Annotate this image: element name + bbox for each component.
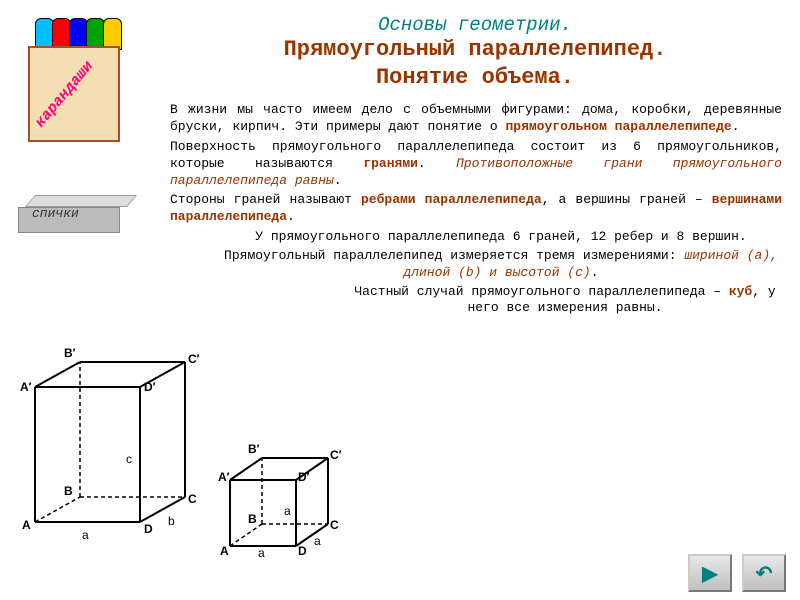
cv-D: D [298,544,307,558]
p2b: гранями [363,156,418,171]
cdim-a3: a [284,504,291,518]
v-C: C [188,492,197,506]
v-A: A [22,518,31,532]
cv-Bp: B′ [248,442,260,456]
dim-a: a [82,528,89,542]
v-Cp: C′ [188,352,200,366]
p3a: Стороны граней называют [170,192,361,207]
cv-B: B [248,512,257,526]
cdim-a2: a [314,534,321,548]
v-Dp: D′ [144,380,156,394]
cv-A: A [220,544,229,558]
cv-C: C [330,518,339,532]
dim-c: c [126,452,132,466]
p4: У прямоугольного параллелепипеда 6 гране… [220,229,782,245]
cuboid-diagram: A D C B A′ D′ C′ B′ a b c [20,332,210,542]
v-D: D [144,522,153,536]
body-text-middle: У прямоугольного параллелепипеда 6 гране… [0,229,800,281]
body-text-lower: Частный случай прямоугольного параллелеп… [0,284,800,317]
nav-buttons: ▶ ↶ [688,554,786,592]
cuboid-svg [20,332,210,542]
cdim-a1: a [258,546,265,560]
pencil-box-illustration: карандаши [28,18,128,138]
p5a: Прямоугольный параллелепипед измеряется … [224,248,684,263]
title-line1: Прямоугольный параллелепипед. [170,36,780,64]
v-Bp: B′ [64,346,76,360]
dim-b: b [168,514,175,528]
cube-diagram: A D C B A′ D′ C′ B′ a a a [218,418,338,558]
p6b: куб [729,284,752,299]
matchbox-illustration: спички [18,195,133,231]
cv-Ap: A′ [218,470,230,484]
v-B: B [64,484,73,498]
p6a: Частный случай прямоугольного параллелеп… [354,284,728,299]
p3c: , а вершины граней – [542,192,712,207]
matchbox-label: спички [32,206,79,221]
next-button[interactable]: ▶ [688,554,732,592]
title-subtitle: Основы геометрии. [170,14,780,36]
pencil-label: карандаши [32,58,97,131]
back-button[interactable]: ↶ [742,554,786,592]
p1b: прямоугольном параллелепипеде [505,119,731,134]
v-Ap: A′ [20,380,32,394]
pencil-holder: карандаши [28,46,120,142]
p3b: ребрами параллелепипеда [361,192,542,207]
title-line2: Понятие объема. [170,64,780,92]
cv-Dp: D′ [298,470,310,484]
cv-Cp: C′ [330,448,342,462]
